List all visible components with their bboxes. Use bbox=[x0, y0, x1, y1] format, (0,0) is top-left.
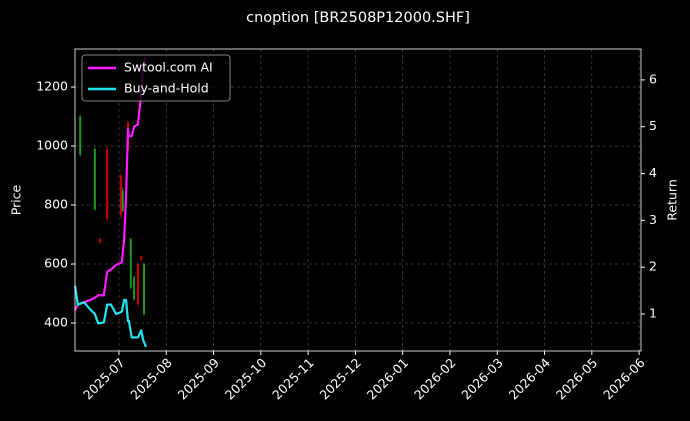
return-line bbox=[74, 56, 147, 311]
candle-body bbox=[93, 148, 96, 210]
legend-label: Swtool.com AI bbox=[124, 60, 213, 75]
candle-body bbox=[79, 116, 82, 155]
y2-tick-label: 5 bbox=[649, 118, 657, 133]
y-tick-label: 1200 bbox=[36, 79, 68, 94]
candle-body bbox=[121, 190, 124, 211]
candle-body bbox=[140, 256, 143, 260]
y-tick-label: 1000 bbox=[36, 138, 68, 153]
y-axis-label: Price bbox=[9, 184, 24, 215]
y-tick-label: 600 bbox=[44, 255, 68, 270]
candle-body bbox=[129, 238, 132, 288]
chart-title: cnoption [BR2508P12000.SHF] bbox=[246, 10, 470, 26]
candle-body bbox=[143, 263, 146, 315]
y-tick-label: 400 bbox=[44, 314, 68, 329]
candle-body bbox=[136, 263, 139, 304]
plot-frame bbox=[74, 48, 642, 352]
legend: Swtool.com AI Buy-and-Hold bbox=[81, 54, 231, 102]
y2-tick-label: 4 bbox=[649, 165, 657, 180]
candle-body bbox=[133, 277, 136, 300]
candle-body bbox=[106, 148, 109, 219]
return-line bbox=[73, 285, 147, 348]
y2-tick-label: 6 bbox=[649, 71, 657, 86]
candle-body bbox=[99, 238, 102, 242]
y2-tick-label: 1 bbox=[649, 306, 657, 321]
y2-axis-label: Return bbox=[665, 179, 680, 220]
legend-label: Buy-and-Hold bbox=[124, 81, 209, 96]
legend-box bbox=[81, 54, 231, 102]
candle-body bbox=[119, 175, 122, 216]
y2-tick-label: 3 bbox=[649, 212, 657, 227]
y-tick-label: 800 bbox=[44, 197, 68, 212]
y2-tick-label: 2 bbox=[649, 259, 657, 274]
